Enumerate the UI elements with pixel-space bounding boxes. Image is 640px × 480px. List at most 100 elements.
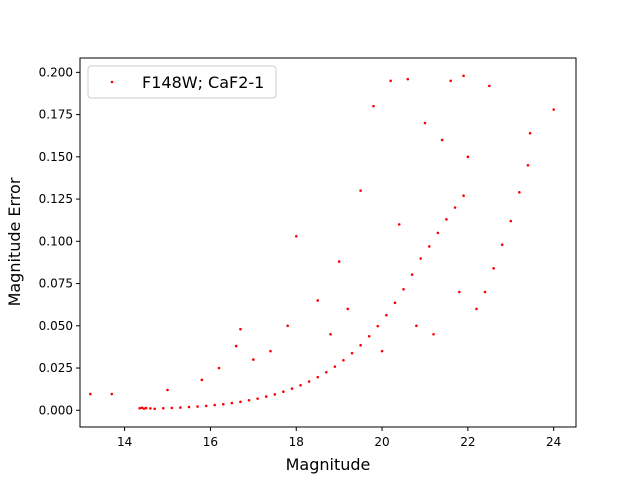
data-points (89, 74, 555, 411)
x-tick-label: 18 (289, 435, 304, 449)
data-point (359, 343, 362, 347)
data-point (286, 324, 289, 328)
data-point (142, 407, 146, 410)
y-tick-label: 0.175 (39, 108, 73, 122)
y-tick-label: 0.075 (39, 277, 73, 291)
y-tick-label: 0.200 (39, 65, 73, 79)
legend-label: F148W; CaF2-1 (142, 73, 264, 92)
data-point (389, 79, 392, 83)
y-tick-label: 0.025 (39, 361, 73, 375)
data-point (449, 79, 453, 83)
data-point (475, 307, 478, 311)
data-point (552, 108, 555, 111)
x-tick-label: 14 (117, 435, 132, 449)
data-point (294, 234, 298, 238)
data-point (264, 395, 268, 398)
data-point (273, 393, 277, 396)
data-point (324, 370, 328, 374)
data-point (445, 218, 448, 221)
data-point (350, 351, 354, 355)
data-point (144, 406, 148, 410)
data-point (406, 77, 410, 81)
x-tick-label: 22 (460, 435, 475, 449)
data-point (457, 290, 461, 294)
x-tick-label: 20 (374, 435, 389, 449)
data-point (329, 332, 332, 336)
y-axis-ticks: 0.000 0.025 0.050 0.075 0.100 0.125 0.150 0.175… (39, 65, 80, 417)
data-point (427, 245, 431, 248)
data-point (526, 163, 530, 167)
data-point (432, 332, 435, 336)
data-point (230, 401, 234, 405)
data-point (110, 392, 114, 396)
data-point (196, 405, 199, 408)
data-point (372, 104, 375, 108)
data-point (161, 406, 165, 410)
data-point (492, 267, 495, 270)
data-point (466, 155, 470, 159)
data-point (299, 383, 302, 387)
data-point (380, 349, 384, 353)
x-tick-label: 16 (203, 435, 218, 449)
data-point (410, 273, 414, 276)
data-point (436, 231, 440, 235)
data-point (453, 206, 457, 209)
data-point (200, 378, 204, 382)
data-point (342, 358, 345, 362)
y-tick-label: 0.050 (39, 319, 73, 333)
legend: F148W; CaF2-1 (87, 65, 277, 99)
data-point (346, 307, 350, 311)
legend-marker (110, 80, 114, 84)
data-point (213, 403, 217, 407)
data-point (462, 194, 465, 197)
legend-box (87, 65, 277, 99)
data-point (528, 131, 532, 135)
data-point (415, 324, 418, 328)
data-point (234, 344, 238, 348)
plot-area (80, 58, 576, 427)
data-point (359, 189, 362, 192)
data-point (337, 260, 341, 263)
data-point (153, 407, 156, 411)
data-point (239, 327, 242, 331)
data-point (385, 313, 388, 317)
data-point (483, 290, 487, 294)
data-point (140, 406, 144, 410)
y-tick-label: 0.000 (39, 403, 73, 417)
data-point (440, 138, 444, 142)
y-tick-label: 0.150 (39, 150, 73, 164)
data-point (239, 400, 242, 404)
data-point (179, 406, 182, 409)
data-point (376, 324, 380, 328)
data-point (423, 121, 427, 125)
x-axis-label: Magnitude (286, 455, 371, 474)
x-tick-label: 24 (546, 435, 561, 449)
data-point (290, 387, 294, 390)
data-point (217, 366, 221, 370)
data-point (419, 257, 422, 260)
data-point (166, 388, 169, 392)
data-point (247, 399, 251, 402)
data-point (138, 406, 141, 410)
y-tick-label: 0.125 (39, 192, 73, 206)
data-point (252, 358, 255, 361)
data-point (518, 191, 521, 194)
data-point (282, 390, 285, 393)
data-point (89, 392, 92, 396)
plot-frame (79, 57, 577, 428)
data-point (402, 288, 405, 291)
data-point (509, 219, 513, 223)
data-point (462, 74, 465, 78)
data-point (393, 301, 397, 305)
y-axis-label: Magnitude Error (5, 177, 24, 306)
data-point (204, 404, 208, 408)
data-point (333, 365, 337, 368)
data-point (149, 407, 152, 410)
x-axis-ticks: 14 16 18 20 22 24 (117, 427, 561, 449)
data-point (488, 84, 491, 88)
data-point (307, 380, 311, 383)
y-tick-label: 0.100 (39, 234, 73, 248)
data-point (367, 334, 371, 338)
data-point (256, 397, 259, 400)
